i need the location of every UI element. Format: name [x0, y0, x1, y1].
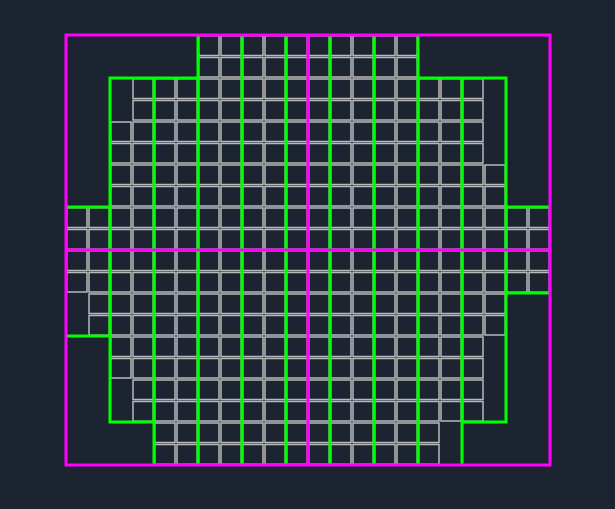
diagram-canvas	[0, 0, 615, 509]
